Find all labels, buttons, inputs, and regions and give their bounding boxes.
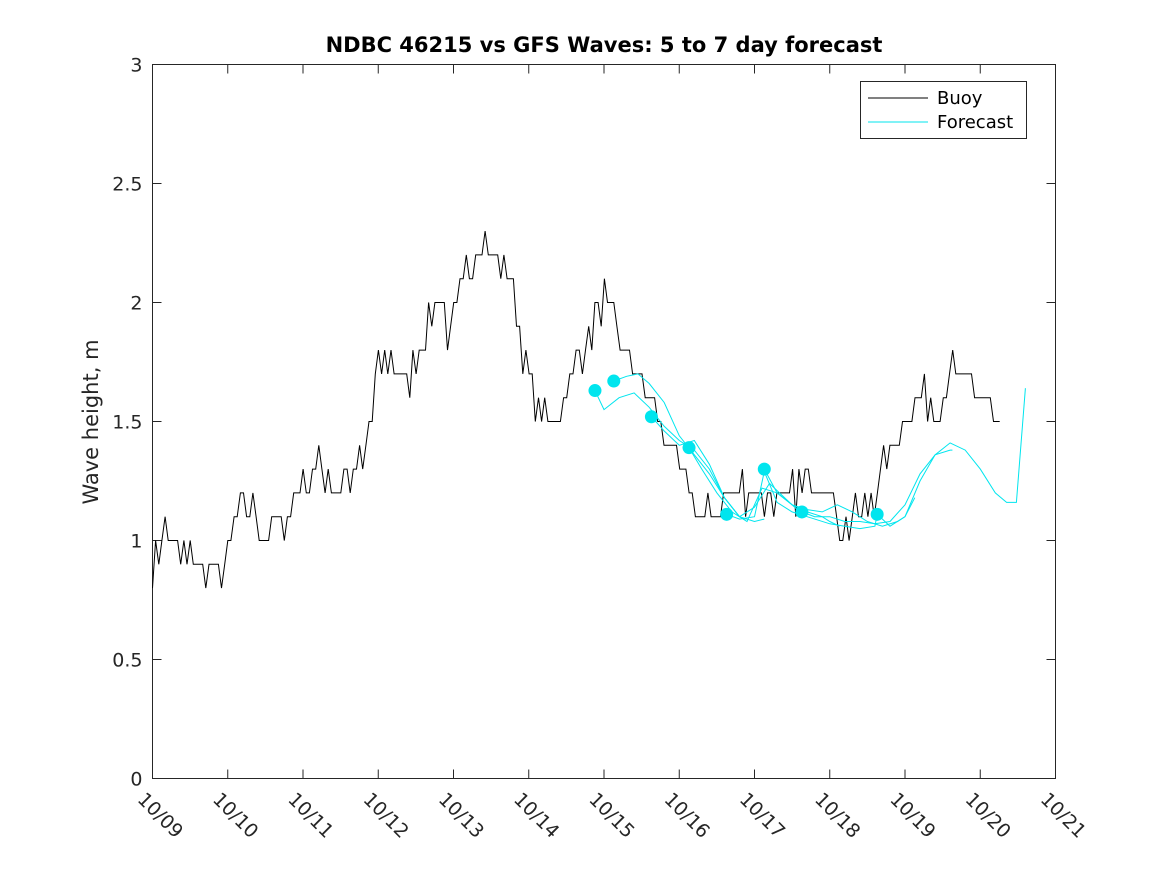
forecast-start-marker [870, 507, 884, 521]
chart-title: NDBC 46215 vs GFS Waves: 5 to 7 day fore… [326, 33, 883, 57]
forecast-start-marker [682, 441, 696, 455]
y-tick-label: 0.5 [112, 650, 142, 672]
plot-area [152, 64, 1056, 779]
y-tick-label: 0 [130, 769, 142, 791]
legend-label-forecast: Forecast [937, 112, 1013, 133]
forecast-markers [588, 374, 884, 521]
legend-label-buoy: Buoy [937, 88, 983, 109]
y-tick-label: 2 [130, 293, 142, 315]
forecast-start-marker [607, 374, 621, 388]
y-tick-label: 2.5 [112, 174, 142, 196]
forecast-start-marker [795, 505, 809, 519]
series-buoy [152, 231, 1000, 589]
forecast-start-marker [644, 410, 658, 424]
forecast-start-marker [588, 384, 602, 398]
legend: Buoy Forecast [860, 81, 1027, 139]
series-forecast-run-8 [876, 388, 1026, 527]
series-forecast-run-3 [651, 416, 802, 518]
forecast-start-marker [757, 462, 771, 476]
series-forecast-run-7 [801, 449, 953, 525]
y-tick-label: 3 [130, 55, 142, 77]
series-forecast-run-4 [688, 447, 840, 527]
y-tick-label: 1.5 [112, 412, 142, 434]
y-axis-title: Wave height, m [79, 339, 103, 504]
forecast-start-marker [720, 507, 734, 521]
legend-box [860, 81, 1027, 139]
y-tick-label: 1 [130, 531, 142, 553]
